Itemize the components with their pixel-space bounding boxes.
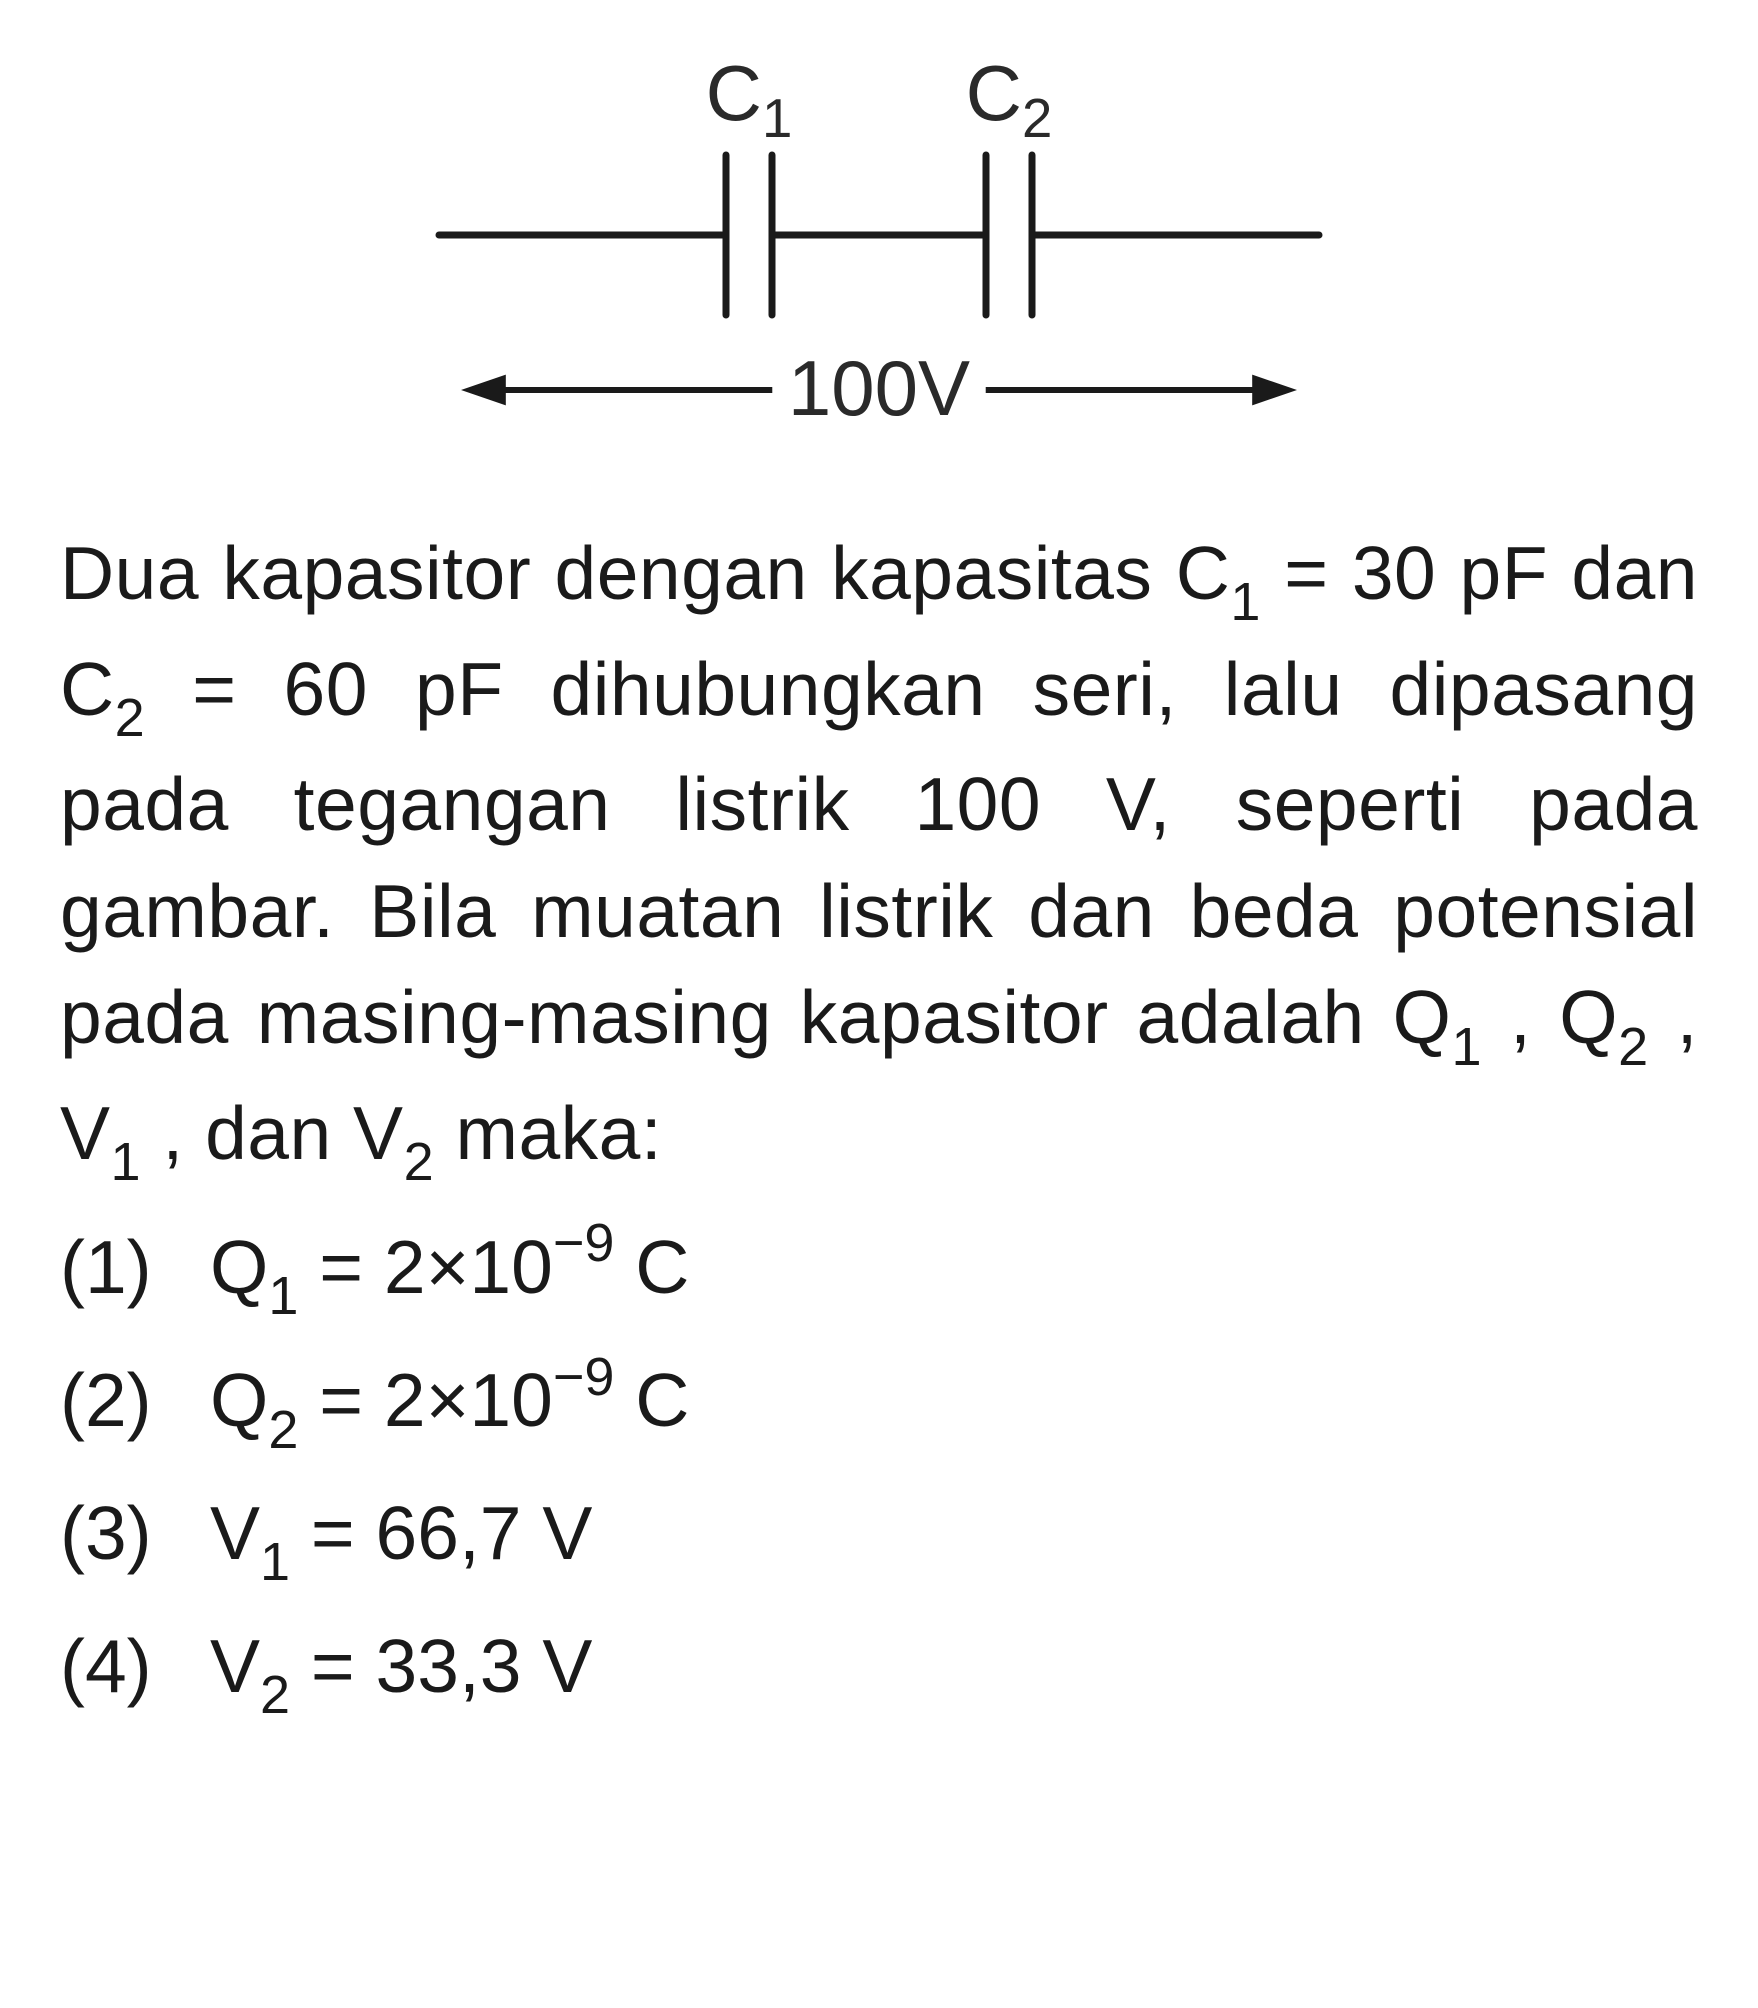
q-sub-6: 2 (404, 1132, 435, 1192)
option-row: (3)V1 = 66,7 V (60, 1475, 1698, 1600)
option-value: = 66,7 V (290, 1491, 592, 1575)
q-sub-5: 1 (111, 1132, 142, 1192)
circuit-svg: C1 C2 100V (379, 60, 1379, 460)
option-subscript: 2 (268, 1400, 298, 1460)
q-sub-4: 2 (1618, 1017, 1649, 1077)
svg-text:100V: 100V (788, 344, 970, 432)
option-number: (2) (60, 1342, 210, 1458)
option-variable: Q (210, 1225, 268, 1309)
q-text-7: maka: (434, 1091, 662, 1175)
option-equation: Q2 = 2×10−9 C (210, 1341, 689, 1467)
q-text-6: , dan V (141, 1091, 404, 1175)
svg-text:C1: C1 (706, 60, 793, 149)
option-row: (2)Q2 = 2×10−9 C (60, 1341, 1698, 1467)
q-sub-3: 1 (1452, 1017, 1483, 1077)
question-text: Dua kapasitor dengan kapasitas C1 = 30 p… (60, 520, 1698, 1196)
option-superscript: −9 (553, 1347, 615, 1407)
q-text-3: = 60 pF dihubungkan seri, lalu dipasang … (60, 647, 1698, 1060)
option-value: = 2×10 (298, 1358, 552, 1442)
option-subscript: 1 (260, 1532, 290, 1592)
option-unit: C (614, 1358, 689, 1442)
option-equation: V2 = 33,3 V (210, 1608, 592, 1733)
option-number: (4) (60, 1608, 210, 1724)
option-variable: V (210, 1624, 260, 1708)
option-variable: V (210, 1491, 260, 1575)
option-equation: Q1 = 2×10−9 C (210, 1208, 689, 1334)
option-variable: Q (210, 1358, 268, 1442)
option-unit: C (614, 1225, 689, 1309)
option-subscript: 2 (260, 1665, 290, 1725)
option-row: (4)V2 = 33,3 V (60, 1608, 1698, 1733)
circuit-diagram: C1 C2 100V (60, 60, 1698, 460)
q-sub-1: 1 (1230, 572, 1261, 632)
option-subscript: 1 (268, 1266, 298, 1326)
question-paragraph: Dua kapasitor dengan kapasitas C1 = 30 p… (60, 520, 1698, 1196)
q-text-1: Dua kapasitor dengan kapasitas C (60, 531, 1230, 615)
option-superscript: −9 (553, 1213, 615, 1273)
option-number: (3) (60, 1475, 210, 1591)
option-equation: V1 = 66,7 V (210, 1475, 592, 1600)
option-value: = 33,3 V (290, 1624, 592, 1708)
q-text-4: , Q (1482, 975, 1618, 1059)
option-row: (1)Q1 = 2×10−9 C (60, 1208, 1698, 1334)
option-value: = 2×10 (298, 1225, 552, 1309)
q-sub-2: 2 (115, 688, 146, 748)
options-list: (1)Q1 = 2×10−9 C(2)Q2 = 2×10−9 C(3)V1 = … (60, 1208, 1698, 1733)
option-number: (1) (60, 1209, 210, 1325)
svg-text:C2: C2 (966, 60, 1053, 149)
